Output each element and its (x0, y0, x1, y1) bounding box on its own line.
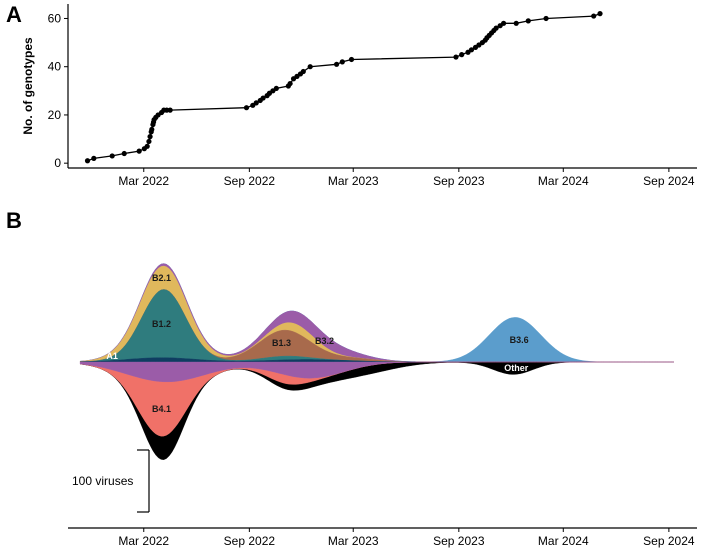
panel-a-point (339, 59, 345, 65)
panel-b-x-tick-label: Sep 2022 (224, 534, 276, 548)
panel-a-point (91, 155, 97, 161)
panel-a-point (243, 105, 250, 111)
panel-b-x-tick-label: Sep 2023 (433, 534, 485, 548)
panel-a-point (597, 11, 603, 17)
panel-a-ylabel: No. of genotypes (21, 37, 35, 135)
panel-a-point (493, 25, 499, 31)
stream-label: B4.1 (152, 404, 171, 414)
panel-b-chart: A1 B1.2 B2.1 B1.3 B3.2 B4.1 B3.6 Other Mar 2022 S… (68, 263, 697, 548)
stream-label: B3.6 (510, 335, 529, 345)
panel-a-y-tick-label: 0 (54, 156, 61, 170)
panel-a-y-tick-label: 60 (48, 11, 62, 25)
panel-a-letter: A (6, 2, 22, 27)
scale-bar: 100 viruses (72, 449, 150, 513)
stream-label: B2.1 (152, 273, 171, 283)
panel-a-y-tick-label: 40 (48, 60, 62, 74)
panel-b-x-tick-label: Mar 2024 (538, 534, 589, 548)
panel-a-point (468, 47, 475, 53)
panel-a-point (348, 56, 355, 63)
stream-label: B1.3 (272, 338, 291, 348)
panel-a-point (109, 153, 115, 159)
panel-a-point (591, 13, 597, 19)
panel-a-point (253, 100, 259, 106)
panel-a-point (500, 20, 507, 26)
stream-label: Other (504, 363, 529, 373)
panel-a-point (167, 107, 173, 113)
panel-a-point (300, 68, 306, 75)
stream-label: B3.2 (315, 336, 334, 346)
stream-label: B1.2 (152, 319, 171, 329)
panel-a-x-tick-label: Mar 2023 (328, 174, 379, 188)
panel-b-x-tick-label: Mar 2023 (328, 534, 379, 548)
panel-a-point (121, 150, 127, 157)
scale-bar-label: 100 viruses (72, 474, 133, 488)
panel-a-x-tick-label: Mar 2022 (118, 174, 169, 188)
stream-label: A1 (106, 351, 118, 361)
panel-a-point (525, 18, 531, 24)
panel-a-line (87, 12, 601, 162)
panel-a-point (333, 61, 340, 67)
panel-a-point (84, 158, 91, 164)
panel-b-letter: B (6, 208, 22, 233)
panel-b-x-tick-label: Mar 2022 (118, 534, 169, 548)
panel-a-point (307, 64, 313, 70)
panel-a-point (136, 148, 142, 154)
panel-a-x-tick-label: Sep 2024 (643, 174, 695, 188)
panel-a-chart: 0 20 40 60 Mar 2022 Sep 2022 Mar 2023 Sep 2023 M… (48, 4, 697, 188)
panel-a-point (260, 95, 266, 101)
panel-a-point (273, 85, 279, 92)
panel-b-x-tick-label: Sep 2024 (643, 534, 695, 548)
panel-a-point (149, 126, 155, 133)
panel-a-point (144, 143, 150, 149)
stream-layer-b3-2-below (79, 361, 674, 382)
panel-a-point (453, 54, 459, 60)
panel-a-point (146, 138, 152, 145)
panel-a-x-tick-label: Sep 2022 (224, 174, 276, 188)
panel-a-point (459, 52, 465, 58)
panel-a-point (147, 134, 153, 140)
panel-a-x-tick-label: Sep 2023 (433, 174, 485, 188)
panel-a-y-tick-label: 20 (48, 108, 62, 122)
panel-a-point (287, 80, 293, 87)
panel-a-point (513, 20, 519, 26)
panel-a-point (543, 15, 549, 22)
panel-a-x-tick-label: Mar 2024 (538, 174, 589, 188)
